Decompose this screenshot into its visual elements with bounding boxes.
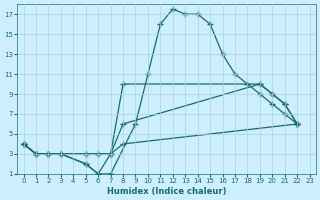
X-axis label: Humidex (Indice chaleur): Humidex (Indice chaleur)	[107, 187, 226, 196]
